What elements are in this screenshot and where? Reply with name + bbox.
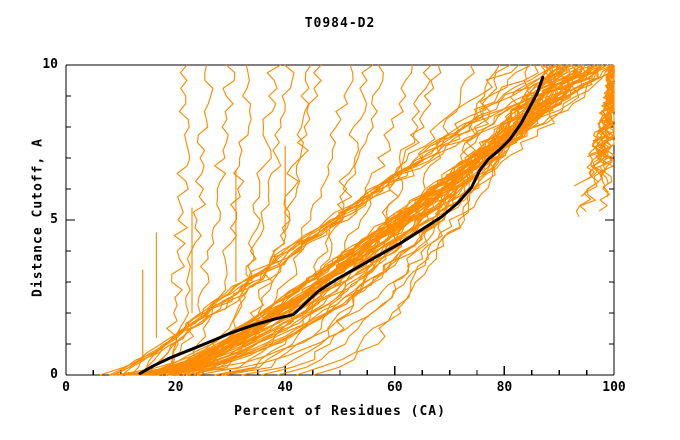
ensemble-curve	[221, 64, 374, 376]
ensemble-curve	[140, 64, 191, 376]
ensemble-curve	[146, 64, 573, 376]
x-tick-label: 60	[386, 380, 403, 395]
ensemble-curve	[214, 64, 413, 376]
ensemble-curve	[602, 64, 615, 197]
x-tick-label: 80	[496, 380, 513, 395]
ensemble-curve	[131, 64, 560, 376]
ensemble-curve	[149, 64, 586, 376]
ensemble-curve	[196, 64, 384, 376]
ensemble-curve	[175, 64, 596, 376]
ensemble-curve	[108, 64, 530, 376]
ensemble-curve	[140, 64, 609, 376]
y-tick-label: 10	[42, 57, 58, 72]
x-tick-label: 40	[277, 380, 294, 395]
ensemble-curve	[598, 65, 615, 212]
ensemble-curve	[141, 64, 236, 376]
ensemble-curve	[142, 64, 568, 376]
ensemble-curve	[156, 64, 586, 376]
page-title: T0984-D2	[304, 16, 376, 31]
x-tick-label: 0	[62, 380, 70, 395]
ensemble-curve	[156, 64, 295, 376]
ensemble-curve	[170, 64, 322, 376]
ensemble-curve	[296, 64, 539, 376]
highlight-series-line	[138, 75, 545, 375]
ensemble-curve	[182, 64, 603, 376]
ensemble-curve	[261, 64, 432, 376]
ensemble-curve	[313, 64, 501, 376]
x-axis-label: Percent of Residues (CA)	[234, 404, 446, 419]
ensemble-curve	[114, 64, 532, 376]
ensemble-curve	[165, 64, 601, 376]
x-tick-label: 20	[167, 380, 184, 395]
ensemble-curve	[137, 64, 214, 376]
y-tick-label: 0	[50, 367, 58, 382]
ensemble-curve	[167, 64, 583, 376]
x-tick-label: 100	[602, 380, 626, 395]
ensemble-curve	[601, 64, 615, 180]
ensemble-curve	[167, 64, 281, 376]
ensemble-curve	[182, 64, 603, 376]
y-tick-label: 5	[50, 212, 58, 227]
ensemble-curve	[121, 64, 561, 376]
ensemble-curve	[136, 64, 568, 376]
ensemble-curve	[241, 64, 475, 376]
ensemble-series	[100, 64, 615, 376]
ensemble-curve	[143, 64, 578, 376]
ensemble-curve	[136, 64, 556, 376]
ensemble-curve	[118, 64, 569, 376]
